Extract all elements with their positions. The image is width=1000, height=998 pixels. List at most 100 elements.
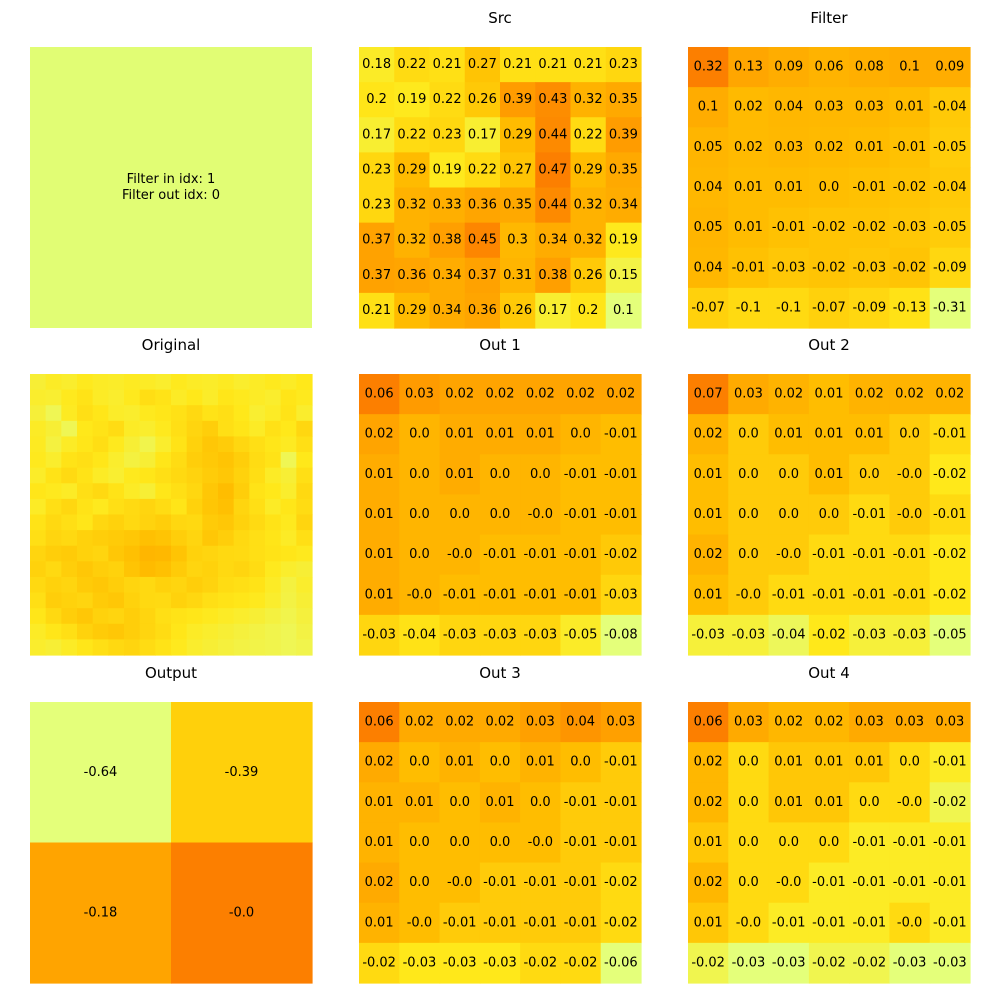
out2-cell: [889, 374, 931, 415]
out2-cell: [929, 534, 971, 576]
out2-cell: [849, 454, 891, 496]
out1-cell: [439, 454, 481, 496]
filter-cell: [768, 87, 810, 128]
out3-heatmap: 0.06 0.02 0.02 0.02 0.03 0.04 0.03 0.02 0.0 0.01 0…: [359, 702, 642, 984]
original-cell: [202, 420, 219, 438]
out1-cell: [560, 574, 602, 616]
original-cell: [171, 436, 188, 453]
original-cell: [30, 405, 47, 422]
original-cell: [171, 374, 188, 391]
out4-cell-label: 0.0: [778, 835, 799, 850]
src-cell: [570, 152, 607, 189]
src-cell: [464, 222, 501, 259]
src-cell-label: 0.23: [362, 162, 391, 177]
filter-cell: [849, 287, 891, 329]
src-cell: [500, 152, 536, 189]
src-cell-label: 0.35: [609, 162, 638, 177]
out1-cell: [600, 414, 642, 455]
out4-cell-label: -0.01: [933, 915, 967, 930]
src-cell-label: 0.27: [503, 162, 532, 177]
original-cell: [218, 436, 235, 453]
filter-cell: [688, 127, 729, 169]
out3-cell: [520, 782, 562, 824]
out3-cell: [359, 782, 400, 824]
original-cell: [202, 436, 219, 453]
filter-cell-label: -0.1: [776, 300, 801, 315]
original-cell: [30, 389, 47, 406]
original-cell: [45, 389, 62, 406]
out3-cell: [399, 782, 441, 824]
out2-cell-label: 0.01: [694, 587, 723, 602]
out2-cell-label: 0.03: [734, 387, 763, 402]
out2-cell: [728, 454, 770, 496]
original-cell: [155, 545, 172, 562]
src-cell-label: 0.44: [538, 127, 567, 142]
src-cell: [535, 152, 572, 189]
original-cell: [108, 639, 125, 656]
src-cell: [605, 187, 642, 224]
filter-cell-label: 0.03: [774, 140, 803, 155]
filter-cell: [929, 207, 971, 249]
original-cell: [171, 420, 188, 438]
out2-cell: [929, 454, 971, 496]
src-cell: [535, 82, 572, 118]
src-cell-label: 0.17: [468, 127, 497, 142]
out3-cell-label: 0.02: [405, 715, 434, 730]
original-cell: [124, 389, 141, 406]
out4-cell-label: -0.01: [933, 875, 967, 890]
src-cell: [605, 222, 642, 259]
original-cell: [186, 623, 203, 640]
src-cell-label: 0.36: [397, 268, 426, 283]
original-cell: [139, 498, 156, 516]
src-cell: [464, 257, 501, 294]
out3-cell-label: 0.0: [570, 755, 591, 770]
out2-panel: Out 2 0.07 0.03 0.02 0.01 0.02 0.02 0.02 0.02 0.…: [688, 336, 971, 656]
out1-cell: [359, 454, 400, 496]
out2-cell-label: -0.03: [732, 627, 766, 642]
original-cell: [249, 639, 266, 656]
filter-cell-label: -0.03: [772, 260, 806, 275]
original-cell: [249, 389, 266, 406]
out1-cell: [520, 534, 562, 576]
original-cell: [30, 623, 47, 640]
original-cell: [45, 498, 62, 516]
out3-cell-label: 0.02: [486, 715, 515, 730]
out3-cell-label: -0.01: [604, 835, 638, 850]
out2-cell-label: 0.02: [895, 387, 924, 402]
out4-cell: [808, 782, 850, 824]
out4-cell: [728, 702, 770, 743]
out2-cell-label: -0.0: [736, 587, 761, 602]
original-cell: [61, 420, 78, 438]
original-cell: [171, 514, 188, 531]
info-text-line: Filter out idx: 0: [122, 188, 220, 203]
out1-cell-label: 0.01: [365, 547, 394, 562]
src-cell-label: 0.23: [433, 127, 462, 142]
filter-cell: [808, 127, 850, 169]
out3-cell-label: 0.02: [365, 755, 394, 770]
original-cell: [155, 389, 172, 406]
original-cell: [280, 576, 297, 594]
info-panel: Filter in idx: 1 Filter out idx: 0: [30, 47, 312, 328]
filter-cell: [889, 167, 931, 209]
output-cell-label: -0.39: [225, 765, 259, 780]
original-cell: [155, 374, 172, 391]
out4-cell-label: -0.0: [736, 915, 761, 930]
out3-cell: [439, 782, 481, 824]
src-cell-label: 0.47: [538, 162, 567, 177]
filter-cell-label: -0.04: [933, 180, 967, 195]
out3-cell: [399, 942, 441, 984]
filter-cell-label: 0.06: [815, 60, 844, 75]
out1-cell-label: -0.03: [523, 627, 557, 642]
out3-cell-label: 0.02: [365, 875, 394, 890]
out1-cell-label: 0.02: [486, 387, 515, 402]
original-cell: [92, 514, 109, 531]
out3-cell: [479, 782, 521, 824]
out4-cell: [768, 902, 810, 944]
original-cell: [108, 561, 125, 578]
original-cell: [233, 592, 250, 609]
original-cell: [124, 405, 141, 422]
out3-cell-label: 0.03: [526, 715, 555, 730]
out3-cell: [359, 702, 400, 743]
out1-cell: [479, 454, 521, 496]
filter-cell-label: 0.1: [899, 60, 920, 75]
